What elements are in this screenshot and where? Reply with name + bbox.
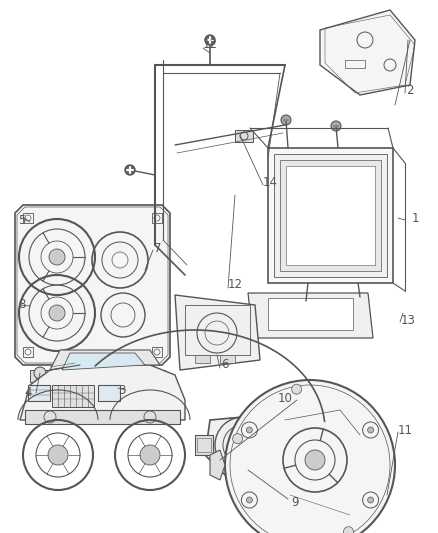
Text: 12: 12 [202, 38, 218, 52]
Bar [152, 213, 162, 223]
Polygon shape [62, 353, 145, 370]
Circle shape [49, 305, 65, 321]
Circle shape [205, 35, 215, 45]
Circle shape [233, 435, 253, 455]
Text: 1: 1 [411, 212, 419, 224]
Text: 7: 7 [154, 241, 162, 254]
Bar [127, 380, 135, 388]
Circle shape [247, 497, 252, 503]
Polygon shape [15, 205, 170, 365]
Text: 14: 14 [262, 175, 278, 189]
Text: 8: 8 [18, 298, 26, 311]
Circle shape [367, 427, 374, 433]
Bar [274, 154, 387, 277]
Bar [52, 385, 94, 407]
Bar [98, 385, 120, 401]
Circle shape [292, 384, 302, 394]
Bar [280, 160, 381, 271]
Polygon shape [268, 148, 393, 283]
Circle shape [281, 115, 291, 125]
Bar [152, 347, 162, 357]
Circle shape [247, 427, 252, 433]
Bar [117, 380, 125, 388]
Bar [30, 370, 50, 382]
Text: 9: 9 [291, 496, 299, 508]
Text: 4: 4 [24, 386, 32, 400]
Circle shape [125, 165, 135, 175]
Circle shape [225, 380, 395, 533]
Bar [235, 130, 253, 142]
Bar [197, 438, 211, 452]
Text: 13: 13 [401, 313, 415, 327]
Circle shape [356, 293, 364, 301]
Bar [23, 213, 33, 223]
Circle shape [305, 450, 325, 470]
Bar [195, 435, 213, 455]
Text: 2: 2 [406, 84, 414, 96]
Bar [235, 472, 251, 480]
Circle shape [233, 434, 243, 443]
Text: 6: 6 [221, 359, 229, 372]
Bar [115, 378, 137, 390]
Circle shape [48, 445, 68, 465]
Bar [28, 385, 50, 401]
Bar [345, 60, 365, 68]
Polygon shape [205, 415, 275, 475]
Polygon shape [248, 293, 373, 338]
Circle shape [49, 249, 65, 265]
Polygon shape [175, 295, 260, 370]
Bar [25, 410, 180, 424]
Bar [268, 298, 353, 330]
Text: 12: 12 [227, 279, 243, 292]
Bar [195, 355, 210, 363]
Text: 5: 5 [18, 214, 26, 227]
Polygon shape [320, 10, 415, 95]
Bar [23, 347, 33, 357]
Text: 11: 11 [398, 424, 413, 437]
Bar [286, 166, 375, 265]
Circle shape [140, 445, 160, 465]
Circle shape [34, 367, 46, 379]
Text: 10: 10 [278, 392, 293, 405]
Circle shape [302, 297, 310, 305]
Circle shape [331, 121, 341, 131]
Bar [145, 370, 165, 382]
Text: 3: 3 [118, 384, 126, 397]
Polygon shape [50, 350, 160, 370]
Polygon shape [20, 365, 185, 420]
Bar [185, 305, 250, 355]
Polygon shape [210, 450, 225, 480]
Circle shape [343, 527, 353, 533]
Circle shape [367, 497, 374, 503]
Bar [220, 355, 235, 363]
